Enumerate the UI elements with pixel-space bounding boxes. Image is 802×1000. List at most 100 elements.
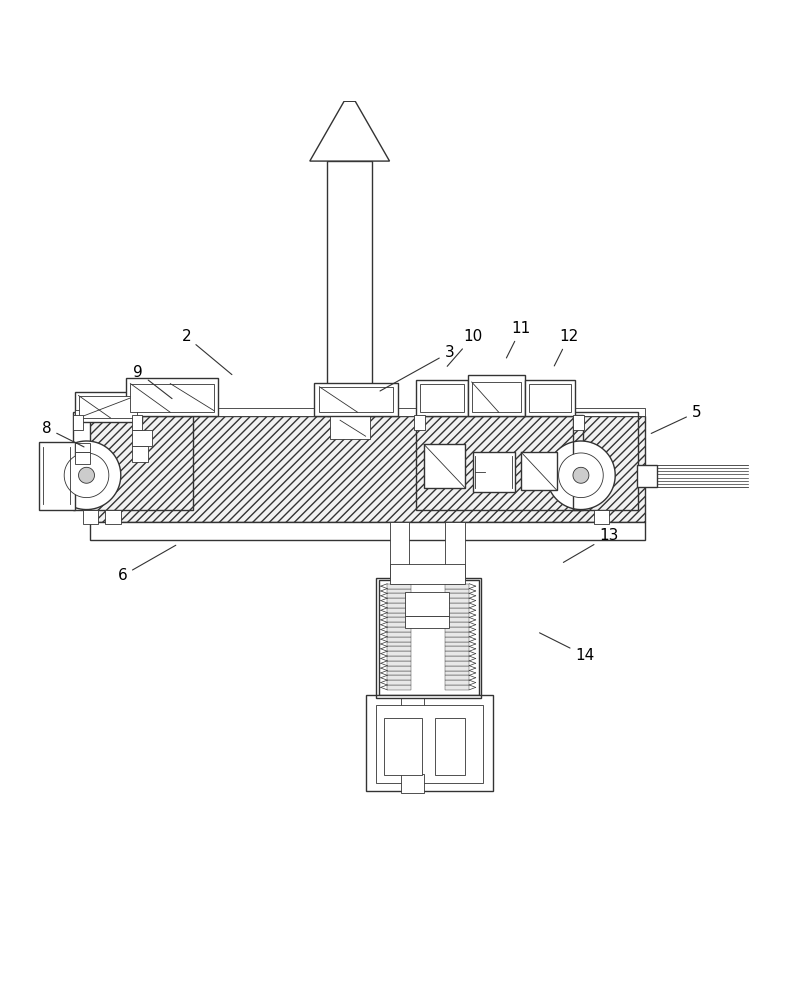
Bar — [75, 443, 91, 452]
Bar — [91, 416, 644, 522]
Bar — [525, 380, 573, 416]
Bar — [445, 522, 464, 592]
Bar — [75, 410, 142, 416]
Polygon shape — [387, 589, 411, 593]
Text: 14: 14 — [539, 633, 593, 663]
Polygon shape — [387, 651, 411, 656]
Bar — [423, 444, 464, 488]
Bar — [75, 452, 91, 464]
Polygon shape — [546, 441, 614, 510]
Polygon shape — [445, 642, 468, 646]
Text: 5: 5 — [650, 405, 700, 433]
Polygon shape — [387, 680, 411, 685]
Bar — [73, 415, 83, 430]
Polygon shape — [387, 617, 411, 622]
Polygon shape — [445, 637, 468, 642]
Bar — [471, 382, 520, 412]
Polygon shape — [445, 661, 468, 666]
Bar — [132, 430, 152, 446]
Bar — [389, 522, 409, 592]
Bar — [91, 522, 644, 530]
Bar — [91, 522, 644, 540]
Polygon shape — [387, 675, 411, 680]
Bar — [636, 465, 656, 487]
Bar — [79, 396, 136, 418]
Polygon shape — [445, 646, 468, 651]
Bar — [414, 415, 425, 430]
Polygon shape — [445, 671, 468, 675]
Polygon shape — [387, 584, 411, 589]
Bar — [405, 592, 449, 616]
Polygon shape — [387, 637, 411, 642]
Polygon shape — [445, 617, 468, 622]
Polygon shape — [445, 651, 468, 656]
Polygon shape — [445, 589, 468, 593]
Bar — [379, 580, 478, 695]
Polygon shape — [445, 593, 468, 598]
Text: 3: 3 — [379, 345, 454, 391]
Bar — [330, 416, 369, 439]
Bar — [132, 446, 148, 462]
Bar — [105, 510, 120, 524]
Text: 8: 8 — [42, 421, 84, 447]
Bar — [91, 408, 644, 416]
Text: 6: 6 — [117, 545, 176, 583]
Bar — [389, 564, 464, 584]
Bar — [132, 415, 141, 430]
Polygon shape — [445, 598, 468, 603]
Bar — [375, 705, 482, 783]
Polygon shape — [387, 666, 411, 671]
Polygon shape — [445, 622, 468, 627]
Bar — [375, 578, 480, 698]
Polygon shape — [387, 632, 411, 637]
Polygon shape — [52, 441, 120, 510]
Polygon shape — [445, 680, 468, 685]
Bar — [415, 415, 582, 510]
Polygon shape — [387, 661, 411, 666]
Bar — [435, 718, 464, 775]
Text: 13: 13 — [563, 528, 618, 562]
Polygon shape — [445, 584, 468, 589]
Bar — [520, 452, 557, 490]
Bar — [573, 412, 638, 510]
Polygon shape — [445, 656, 468, 661]
Polygon shape — [387, 656, 411, 661]
Polygon shape — [573, 467, 588, 483]
Polygon shape — [387, 608, 411, 613]
Bar — [83, 510, 99, 524]
Polygon shape — [387, 627, 411, 632]
Bar — [38, 442, 75, 510]
Polygon shape — [387, 603, 411, 608]
Polygon shape — [445, 685, 468, 690]
Polygon shape — [558, 453, 602, 498]
Polygon shape — [310, 101, 389, 161]
Bar — [73, 412, 192, 510]
Text: 10: 10 — [447, 329, 482, 366]
Polygon shape — [445, 666, 468, 671]
Bar — [419, 384, 463, 412]
Polygon shape — [79, 467, 95, 483]
Bar — [573, 415, 583, 430]
Polygon shape — [445, 627, 468, 632]
Bar — [529, 384, 570, 412]
Polygon shape — [387, 593, 411, 598]
Bar — [472, 452, 514, 492]
Text: 2: 2 — [181, 329, 232, 375]
Polygon shape — [387, 622, 411, 627]
Polygon shape — [445, 603, 468, 608]
Text: 9: 9 — [133, 365, 172, 399]
Bar — [126, 378, 218, 416]
Polygon shape — [387, 671, 411, 675]
Bar — [383, 718, 422, 775]
Polygon shape — [387, 642, 411, 646]
Polygon shape — [445, 613, 468, 617]
Bar — [467, 375, 525, 416]
Bar — [130, 384, 214, 412]
Bar — [314, 383, 397, 416]
Polygon shape — [387, 598, 411, 603]
Bar — [75, 392, 142, 422]
Polygon shape — [445, 608, 468, 613]
Bar — [365, 695, 492, 791]
Bar — [415, 380, 467, 416]
Polygon shape — [445, 632, 468, 637]
